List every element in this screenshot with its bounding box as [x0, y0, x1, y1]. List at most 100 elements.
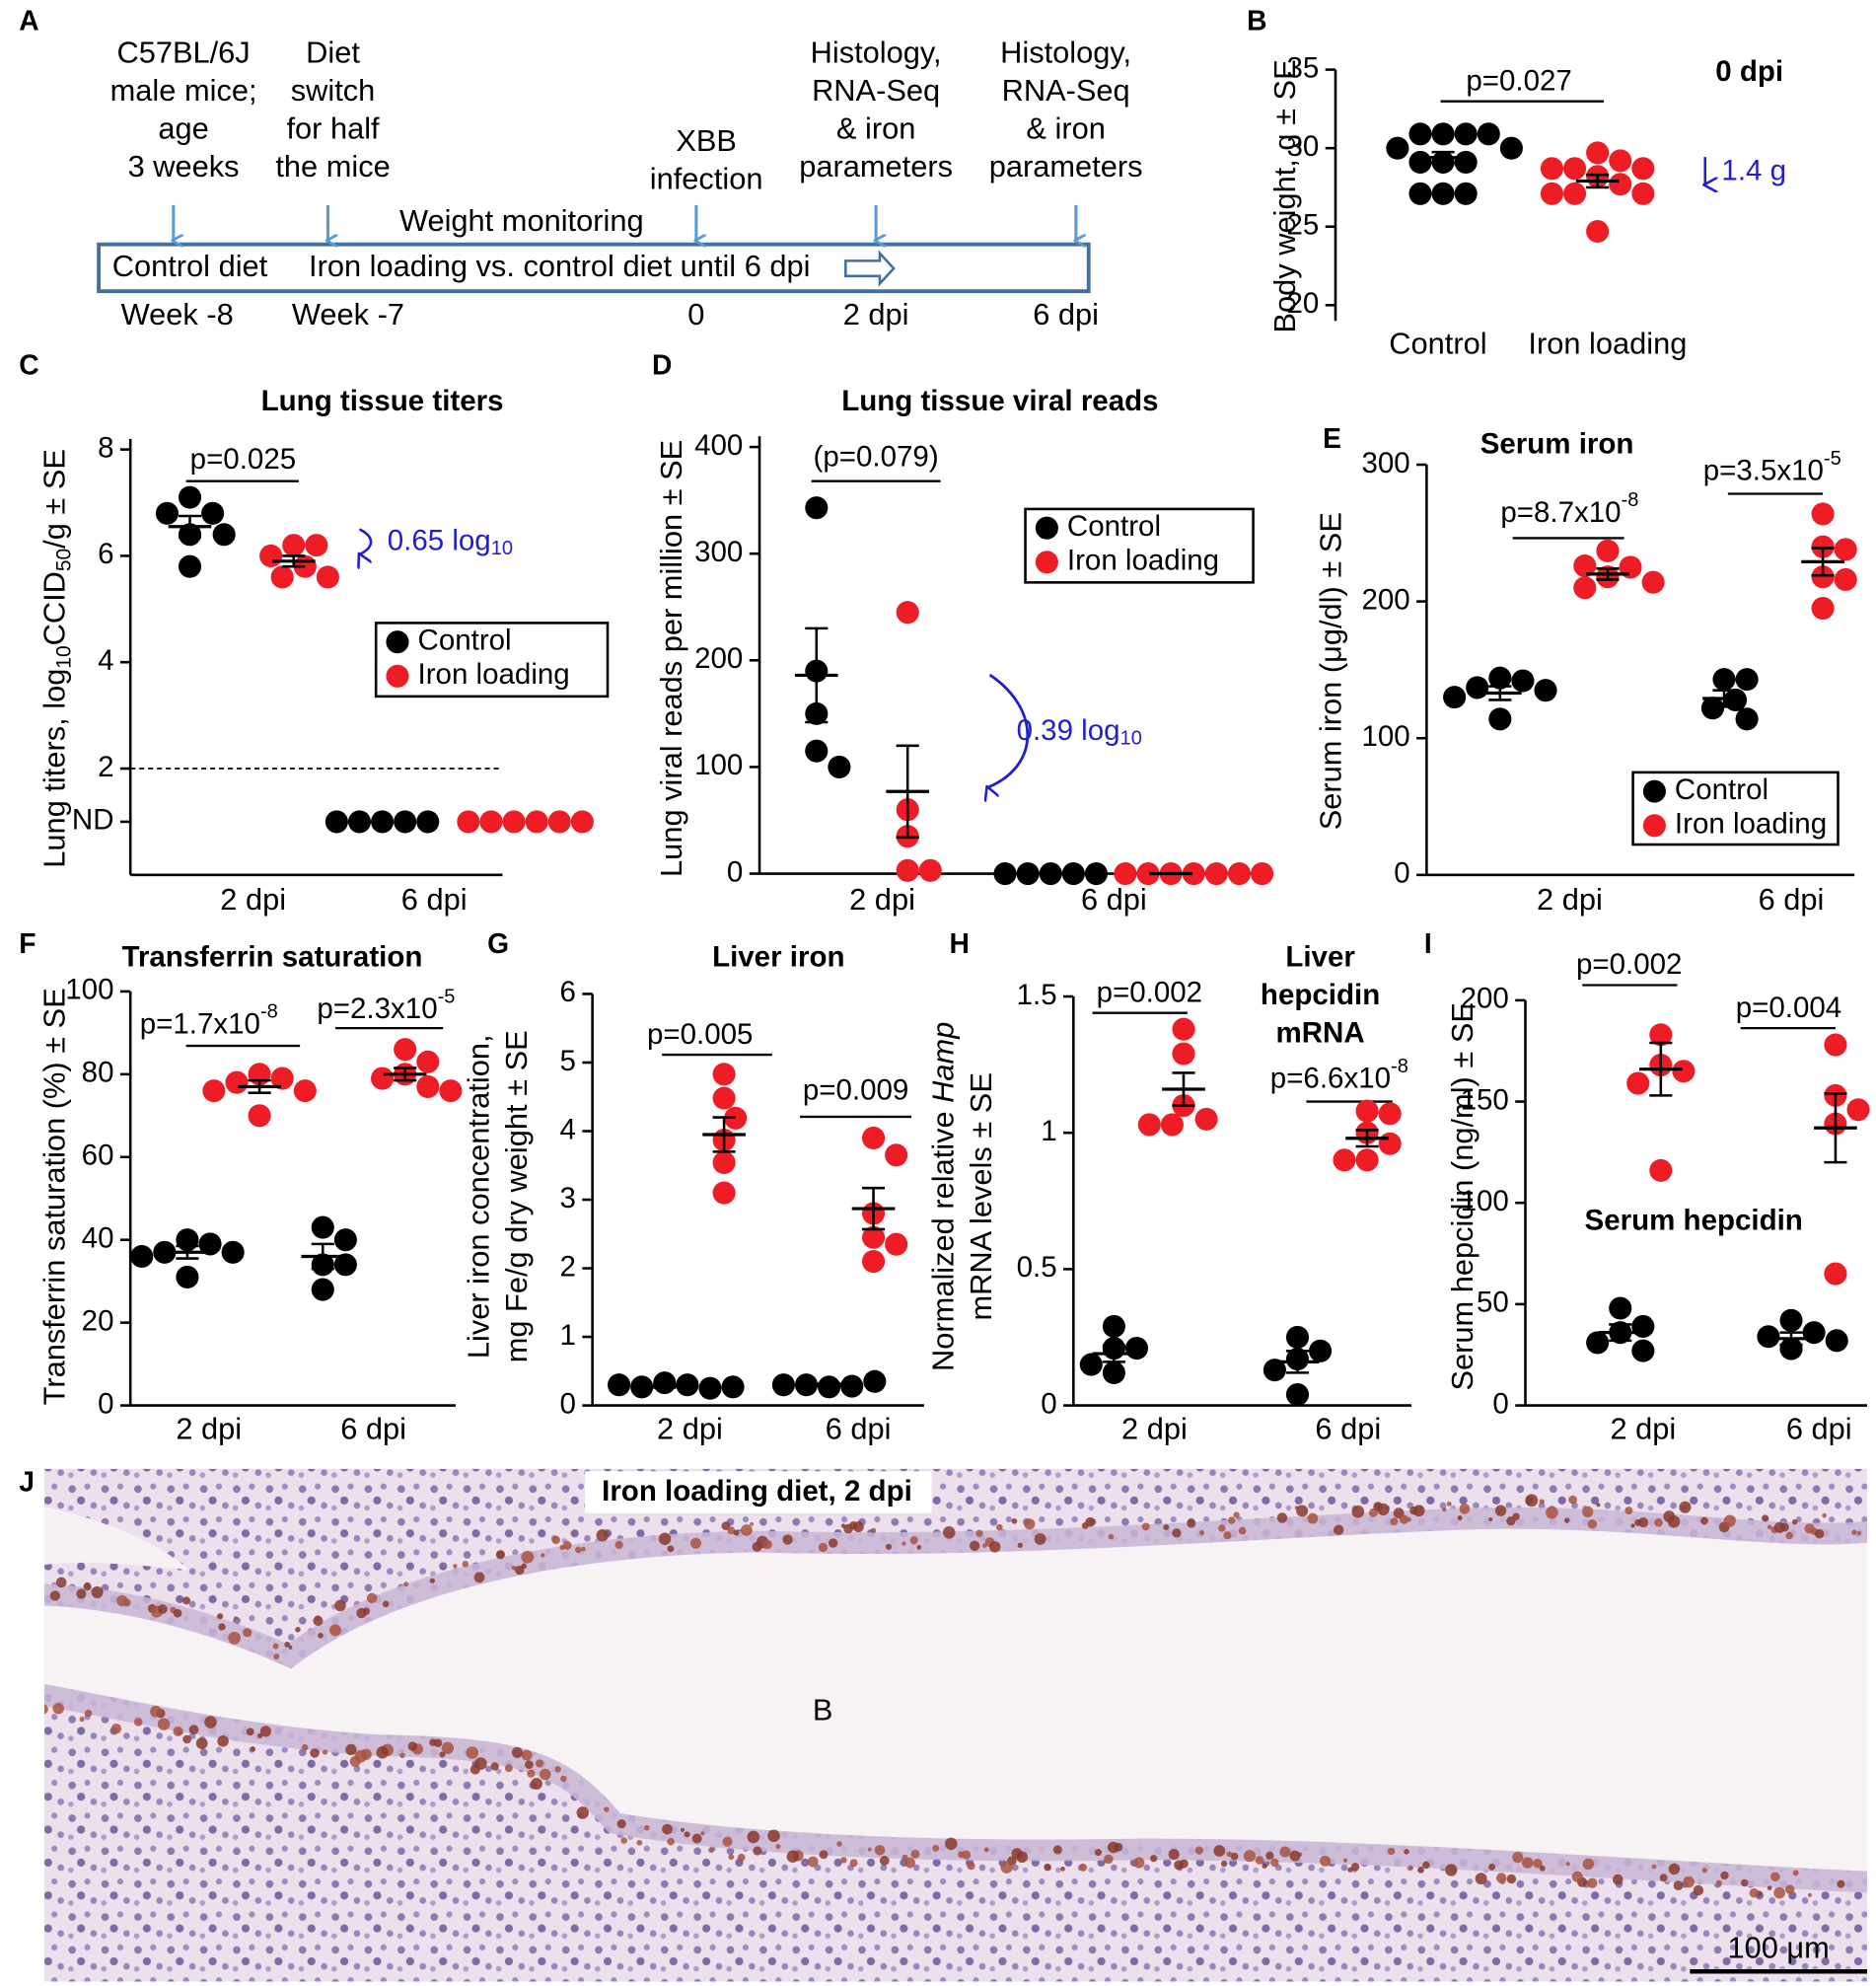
stain-dot: [614, 1540, 623, 1550]
stain-dot: [1506, 1874, 1517, 1884]
stain-dot: [581, 1546, 586, 1552]
data-point: [653, 1371, 677, 1395]
event-label: the mice: [275, 149, 390, 184]
data-point: [712, 1150, 736, 1175]
stain-dot: [741, 1524, 753, 1536]
event-label: infection: [650, 162, 763, 196]
stain-dot: [1571, 1871, 1583, 1882]
data-point: [1137, 1113, 1161, 1137]
event-label: age: [158, 110, 208, 145]
stain-dot: [840, 1857, 847, 1864]
data-point: [1586, 141, 1610, 165]
time-label: 0: [687, 297, 704, 331]
stain-dot: [942, 1526, 956, 1539]
stain-dot: [1546, 1506, 1558, 1519]
stain-dot: [969, 1540, 980, 1551]
y-tick-label: 8: [98, 431, 113, 464]
stain-dot: [1052, 1845, 1062, 1855]
stain-dot: [288, 1645, 293, 1650]
stain-dot: [1141, 1522, 1150, 1531]
stain-dot: [133, 1718, 143, 1727]
y-tick-label: 4: [98, 644, 113, 677]
text-run: p=0.002: [1097, 976, 1202, 1008]
stain-dot: [1596, 1503, 1601, 1508]
data-point: [1285, 1325, 1310, 1350]
data-point: [1124, 1336, 1149, 1361]
data-point: [1160, 1113, 1184, 1137]
text-run: p=2.3x10: [317, 993, 437, 1025]
data-point: [311, 1278, 334, 1301]
stain-dot: [1230, 1852, 1239, 1861]
stain-dot: [195, 1737, 208, 1749]
stain-dot: [218, 1623, 226, 1631]
stain-dot: [1565, 1862, 1570, 1867]
y-axis-title-line: Serum iron (μg/dl) ± SE: [1314, 512, 1348, 830]
data-point: [130, 1244, 154, 1269]
data-point: [794, 1373, 819, 1397]
stain-dot: [1262, 1863, 1267, 1869]
time-label: Week -7: [292, 297, 404, 331]
data-point: [198, 1232, 222, 1256]
data-point: [1333, 1148, 1356, 1172]
legend-label: Control: [1675, 773, 1768, 806]
stain-dot: [1174, 1860, 1185, 1871]
data-point: [1285, 1382, 1310, 1407]
text-run: /g ± SE: [37, 449, 72, 549]
text-run: -8: [1622, 490, 1639, 512]
stain-dot: [110, 1724, 122, 1734]
y-axis-title-line: Lung viral reads per million ± SE: [654, 440, 688, 877]
data-point: [1609, 149, 1632, 173]
data-point: [712, 1063, 736, 1086]
data-point: [1016, 861, 1040, 886]
stain-dot: [620, 1837, 627, 1844]
text-run: p=0.009: [803, 1073, 908, 1106]
legend-label: Control: [418, 624, 512, 656]
stain-dot: [1822, 1512, 1827, 1518]
stain-dot: [301, 1743, 309, 1751]
data-point: [1631, 157, 1655, 181]
text-run: p=1.7x10: [140, 1007, 260, 1040]
y-tick-label: 5: [560, 1045, 576, 1077]
stain-dot: [807, 1856, 819, 1868]
stain-dot: [382, 1600, 390, 1608]
y-tick-label: 200: [1361, 583, 1409, 616]
stain-dot: [1044, 1863, 1051, 1872]
stain-dot: [49, 1590, 61, 1601]
diet-label: Iron loading vs. control diet until 6 dp…: [309, 249, 810, 283]
stain-dot: [1522, 1857, 1534, 1869]
data-point: [1779, 1337, 1803, 1361]
decrease-arrow: [987, 673, 1030, 787]
stain-dot: [1563, 1517, 1570, 1523]
text-run: p=0.004: [1736, 992, 1841, 1024]
stain-dot: [995, 1523, 1003, 1531]
stain-dot: [173, 1726, 183, 1736]
stain-dot: [879, 1856, 890, 1866]
decrease-arrow: [359, 528, 373, 554]
data-point: [259, 544, 283, 567]
y-tick-label: 2: [98, 751, 113, 783]
stain-dot: [1404, 1849, 1409, 1855]
panel-label: E: [1323, 422, 1341, 454]
panel-label: G: [487, 927, 509, 959]
stain-dot: [551, 1535, 560, 1545]
stain-dot: [733, 1529, 740, 1536]
stain-dot: [819, 1850, 829, 1860]
data-point: [1378, 1132, 1402, 1155]
data-point: [178, 554, 202, 578]
event-label: RNA-Seq: [812, 73, 940, 108]
stain-dot: [1475, 1873, 1487, 1885]
stain-dot: [55, 1577, 67, 1588]
stain-dot: [527, 1769, 536, 1778]
y-tick-label: 25: [1286, 209, 1319, 242]
stain-dot: [1837, 1879, 1845, 1888]
data-point: [333, 1228, 357, 1252]
stain-dot: [362, 1607, 371, 1615]
data-point: [712, 1086, 736, 1110]
stain-dot: [259, 1726, 272, 1737]
data-point: [1700, 697, 1724, 720]
stain-dot: [429, 1578, 435, 1583]
stain-dot: [469, 1764, 480, 1775]
text-run: p=0.027: [1466, 64, 1571, 97]
text-run: 50: [52, 549, 75, 571]
